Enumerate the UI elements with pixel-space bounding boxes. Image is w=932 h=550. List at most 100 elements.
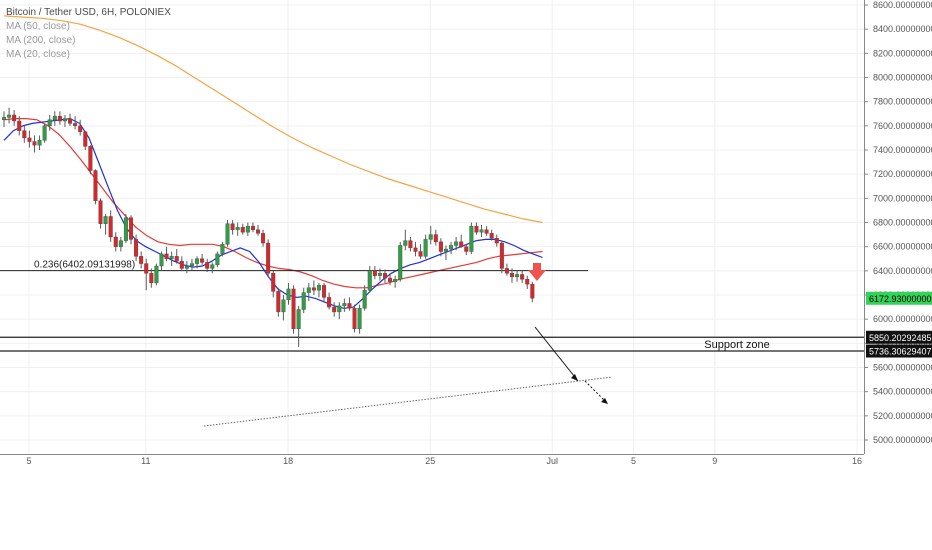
ma200-legend[interactable]: MA (200, close) [6, 35, 76, 46]
candle[interactable] [144, 258, 149, 291]
candle[interactable] [377, 268, 382, 281]
candle[interactable] [134, 234, 139, 262]
candle[interactable] [438, 238, 443, 257]
candle[interactable] [408, 237, 413, 252]
candle[interactable] [403, 229, 408, 251]
candle[interactable] [37, 135, 42, 151]
candle[interactable] [281, 295, 286, 321]
candle[interactable] [32, 135, 37, 153]
candle[interactable] [454, 237, 459, 251]
candle[interactable] [276, 287, 281, 317]
candle[interactable] [42, 123, 47, 143]
candle[interactable] [443, 245, 448, 260]
candle[interactable] [256, 224, 261, 236]
candle[interactable] [108, 210, 113, 242]
candle[interactable] [195, 256, 200, 269]
candle[interactable] [484, 226, 489, 236]
support-lower-tag[interactable]: 5736.30629407 [866, 344, 932, 358]
candle[interactable] [316, 282, 321, 298]
candle[interactable] [510, 268, 515, 283]
support-upper-tag[interactable]: 5850.20292485 [866, 330, 932, 344]
candle[interactable] [504, 263, 509, 276]
candle[interactable] [423, 234, 428, 259]
candle[interactable] [189, 258, 194, 271]
candle[interactable] [372, 266, 377, 280]
candle[interactable] [347, 297, 352, 311]
candle[interactable] [337, 302, 342, 320]
candle[interactable] [332, 302, 337, 317]
candle[interactable] [250, 222, 255, 233]
candle[interactable] [449, 241, 454, 254]
candle[interactable] [184, 261, 189, 274]
candle[interactable] [149, 268, 154, 288]
candle[interactable] [68, 113, 73, 126]
candle[interactable] [428, 226, 433, 245]
candle[interactable] [200, 253, 205, 265]
candle[interactable] [179, 256, 184, 271]
candle[interactable] [174, 249, 179, 264]
candle[interactable] [474, 222, 479, 235]
candle[interactable] [383, 269, 388, 283]
candle[interactable] [433, 229, 438, 246]
candle[interactable] [398, 241, 403, 282]
candle[interactable] [164, 246, 169, 262]
candle[interactable] [113, 232, 118, 252]
candle[interactable] [388, 273, 393, 286]
candle[interactable] [362, 285, 367, 311]
candle[interactable] [413, 241, 418, 257]
rising-trendline[interactable] [203, 376, 613, 427]
candle[interactable] [7, 107, 12, 124]
candle[interactable] [22, 125, 27, 143]
candle[interactable] [169, 251, 174, 267]
candle[interactable] [118, 237, 123, 252]
candle[interactable] [327, 292, 332, 310]
candle[interactable] [520, 270, 525, 283]
candle[interactable] [159, 251, 164, 271]
candle[interactable] [235, 222, 240, 236]
candle[interactable] [464, 244, 469, 256]
candle[interactable] [530, 281, 535, 303]
candle[interactable] [525, 275, 530, 289]
current-price-tag[interactable]: 6172.93000000 [866, 291, 932, 305]
candle[interactable] [2, 111, 6, 128]
candle[interactable] [261, 229, 266, 247]
candle[interactable] [123, 214, 128, 244]
candle[interactable] [47, 114, 52, 131]
candle[interactable] [93, 169, 98, 205]
candle[interactable] [225, 220, 230, 247]
candle[interactable] [27, 130, 32, 148]
candle[interactable] [230, 220, 235, 235]
candle[interactable] [266, 239, 271, 277]
ma50-legend[interactable]: MA (50, close) [6, 21, 70, 32]
candle[interactable] [271, 270, 276, 298]
candle[interactable] [322, 282, 327, 302]
candle[interactable] [357, 304, 362, 334]
candle[interactable] [83, 130, 88, 150]
candle[interactable] [494, 234, 499, 247]
candle[interactable] [515, 270, 520, 282]
candle[interactable] [210, 262, 215, 274]
symbol-title[interactable]: Bitcoin / Tether USD, 6H, POLONIEX [6, 7, 171, 18]
candle[interactable] [291, 285, 296, 334]
down-arrow-icon[interactable] [528, 263, 546, 281]
candle[interactable] [311, 280, 316, 296]
candle[interactable] [78, 119, 83, 136]
projection-line-1[interactable] [534, 326, 579, 382]
candle[interactable] [154, 263, 159, 286]
candle[interactable] [367, 266, 372, 293]
candle[interactable] [286, 282, 291, 305]
candle[interactable] [73, 116, 78, 130]
candle[interactable] [128, 215, 133, 245]
candle[interactable] [220, 241, 225, 257]
candle[interactable] [98, 198, 103, 229]
candle[interactable] [499, 240, 504, 274]
candle[interactable] [393, 275, 398, 288]
candle[interactable] [418, 244, 423, 259]
candle[interactable] [469, 222, 474, 254]
candle[interactable] [62, 114, 67, 128]
candle[interactable] [215, 251, 220, 268]
candle[interactable] [240, 223, 245, 235]
ma20-legend[interactable]: MA (20, close) [6, 49, 70, 60]
candle[interactable] [296, 305, 301, 347]
